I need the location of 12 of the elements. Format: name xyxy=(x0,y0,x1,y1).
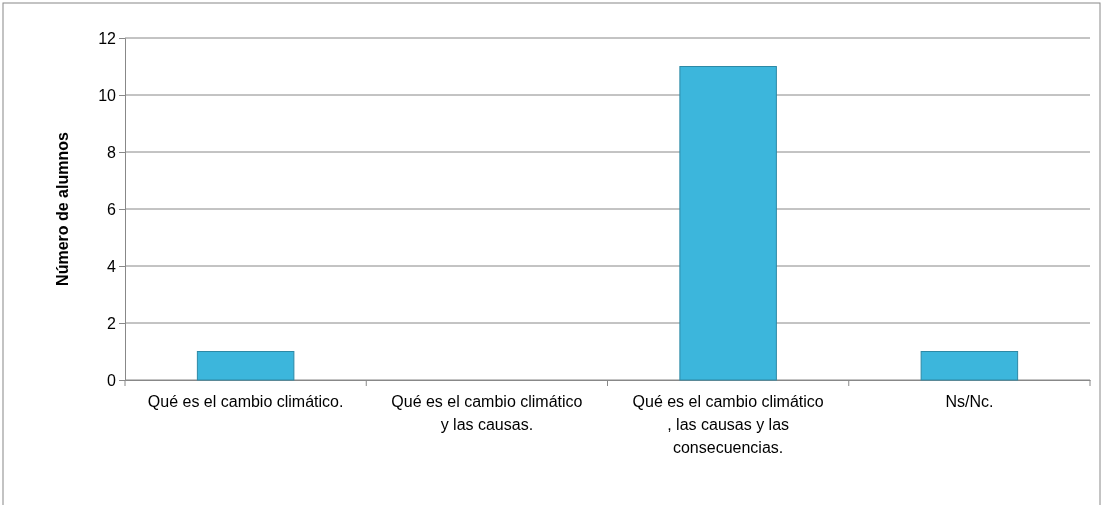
y-tick-label: 10 xyxy=(98,86,117,104)
y-tick-label: 0 xyxy=(107,371,117,389)
y-tick-label: 2 xyxy=(107,314,117,332)
x-tick-label: Qué es el cambio climático y las causas. xyxy=(391,393,583,433)
y-axis-title: Número de alumnos xyxy=(54,132,71,286)
y-tick-label: 6 xyxy=(107,200,117,218)
y-tick-label: 12 xyxy=(98,29,117,47)
y-tick-label: 8 xyxy=(107,143,117,161)
x-tick-label: Qué es el cambio climático , las causas y las consecuencias. xyxy=(632,393,824,456)
x-tick-label: Ns/Nc. xyxy=(945,393,994,410)
y-tick-label: 4 xyxy=(107,257,117,275)
x-tick-label: Qué es el cambio climático. xyxy=(147,393,344,410)
